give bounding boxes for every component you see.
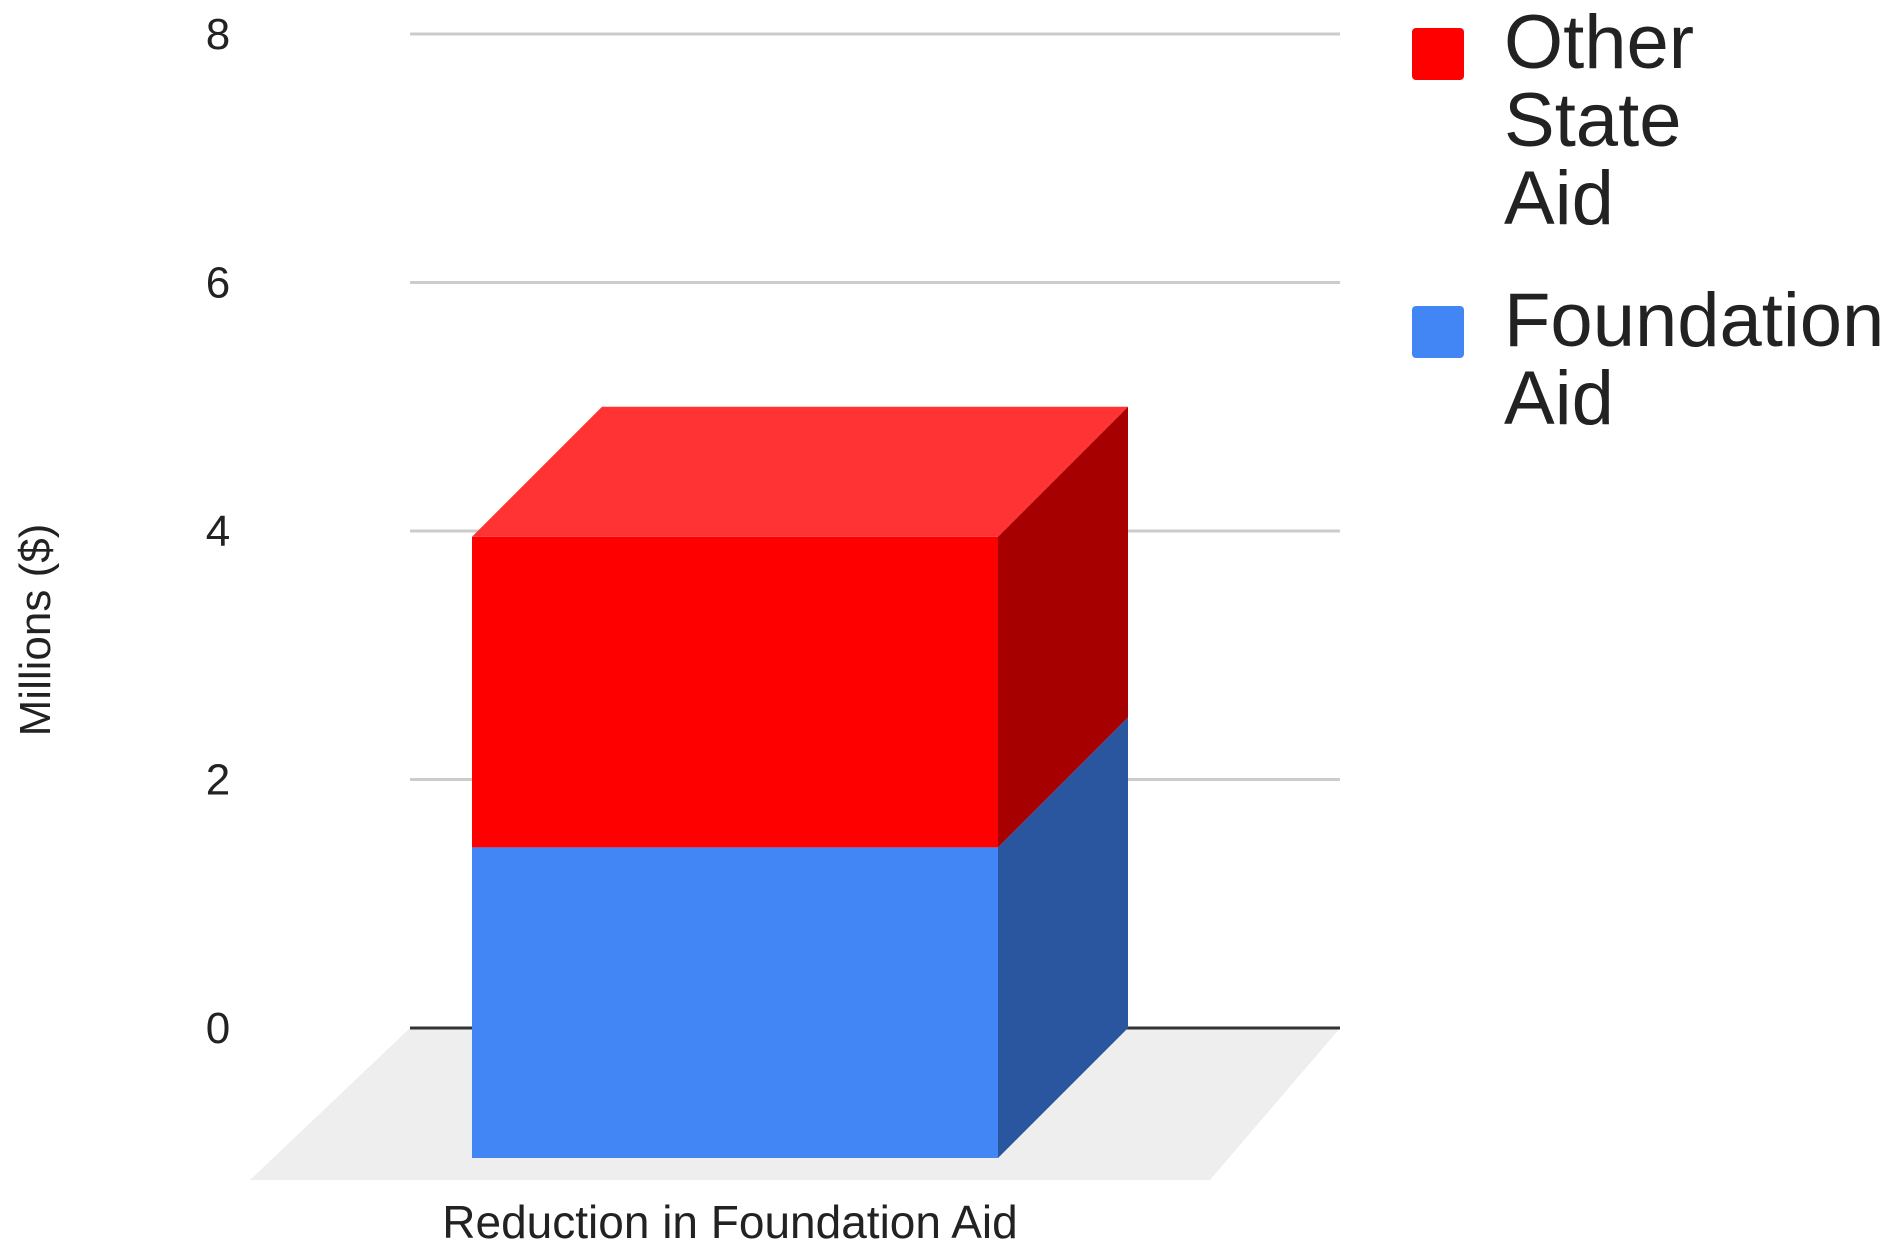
- y-tick-label: 4: [206, 507, 230, 556]
- legend-item-foundation-aid: Foundation Aid: [1412, 282, 1892, 438]
- bar-front-other-state-aid: [472, 536, 998, 848]
- bar-side-other-state-aid: [998, 406, 1128, 848]
- bar-top-other-state-aid: [472, 406, 1128, 537]
- y-tick-label: 6: [206, 259, 230, 308]
- y-tick-label: 0: [206, 1004, 230, 1053]
- legend-swatch-blue: [1412, 306, 1464, 358]
- bar-side-foundation-aid: [998, 717, 1128, 1158]
- legend: Other State Aid Foundation Aid: [1412, 4, 1892, 482]
- y-axis-label: Millions ($): [11, 524, 60, 737]
- bar-front-foundation-aid: [472, 847, 998, 1158]
- legend-item-other-state-aid: Other State Aid: [1412, 4, 1892, 238]
- y-tick-label: 8: [206, 10, 230, 59]
- legend-label: Foundation Aid: [1504, 278, 1885, 441]
- legend-swatch-red: [1412, 28, 1464, 80]
- legend-label: Other State Aid: [1504, 0, 1695, 241]
- y-tick-label: 2: [206, 756, 230, 805]
- x-category-label: Reduction in Foundation Aid: [442, 1196, 1017, 1242]
